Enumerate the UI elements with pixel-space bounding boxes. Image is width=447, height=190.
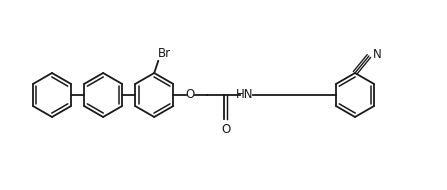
Text: HN: HN xyxy=(236,88,253,101)
Text: Br: Br xyxy=(158,47,171,60)
Text: O: O xyxy=(221,123,230,136)
Text: N: N xyxy=(373,48,382,62)
Text: O: O xyxy=(186,89,195,101)
